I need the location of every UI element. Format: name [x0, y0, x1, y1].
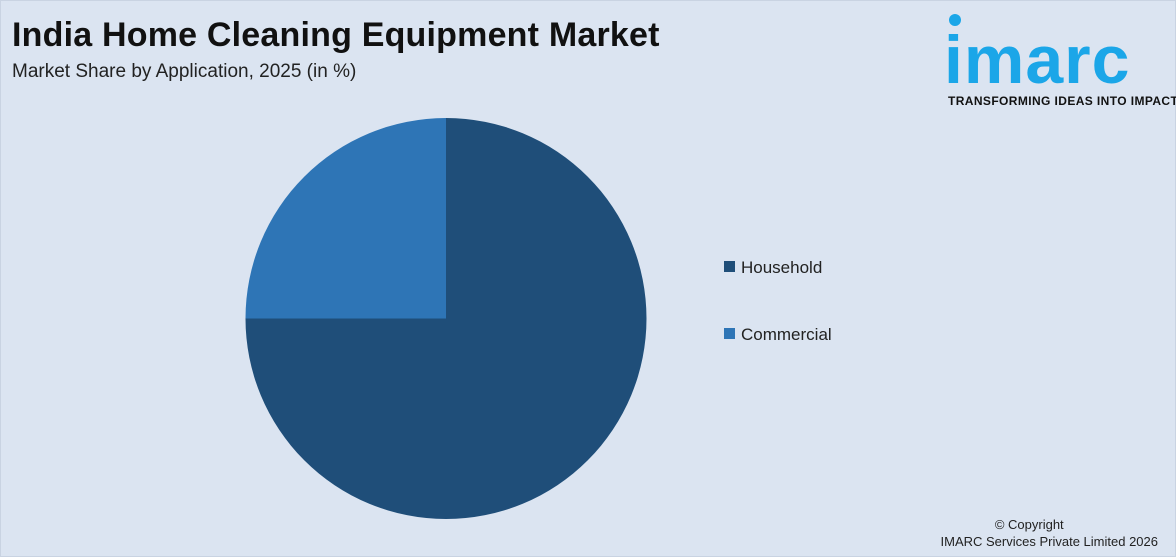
- copyright-line-2: IMARC Services Private Limited 2026: [940, 534, 1158, 549]
- chart-title: India Home Cleaning Equipment Market: [12, 16, 660, 54]
- pie-slices: [245, 118, 647, 519]
- pie-slice-commercial: [245, 118, 446, 319]
- logo-dot-icon: [949, 14, 961, 26]
- legend-label-commercial: Commercial: [741, 325, 832, 344]
- legend-item-commercial: Commercial: [724, 325, 832, 345]
- copyright-notice: © Copyright IMARC Services Private Limit…: [941, 516, 1158, 550]
- chart-subtitle: Market Share by Application, 2025 (in %): [12, 61, 357, 82]
- imarc-logo: imarc TRANSFORMING IDEAS INTO IMPACT: [944, 12, 1176, 112]
- logo-wordmark: imarc: [944, 22, 1131, 98]
- legend-label-household: Household: [741, 258, 823, 277]
- legend-item-household: Household: [724, 258, 822, 278]
- copyright-line-1: © Copyright: [994, 517, 1064, 532]
- logo-tagline: TRANSFORMING IDEAS INTO IMPACT: [948, 94, 1176, 108]
- legend-swatch-household: [724, 261, 735, 272]
- legend-swatch-commercial: [724, 328, 735, 339]
